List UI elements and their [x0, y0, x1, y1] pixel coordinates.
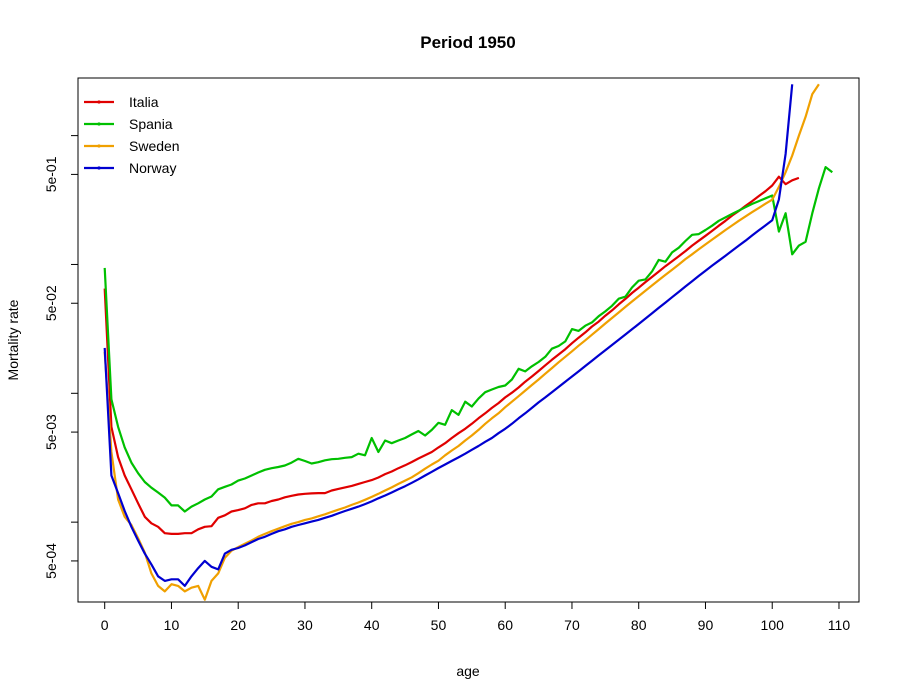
- x-tick-label: 90: [698, 617, 714, 633]
- x-tick-label: 80: [631, 617, 647, 633]
- x-axis-label: age: [456, 663, 480, 679]
- series-line-italia: [103, 175, 800, 535]
- x-tick-label: 110: [828, 617, 851, 633]
- legend-label-norway: Norway: [129, 160, 176, 176]
- legend-marker-spania: [97, 122, 101, 126]
- series-line-spania: [103, 166, 833, 513]
- x-tick-label: 20: [230, 617, 246, 633]
- x-tick-label: 10: [164, 617, 180, 633]
- x-tick-label: 30: [297, 617, 313, 633]
- x-axis: 0 10 20 30 40 50 60 70 80 90 100 110: [101, 601, 851, 633]
- y-axis: 5e-04 5e-03 5e-02 5e-01: [43, 135, 79, 579]
- x-tick-label: 0: [101, 617, 109, 633]
- legend: Italia Spania Sweden Norway: [84, 94, 180, 176]
- plot-frame: [77, 77, 860, 603]
- series-line-norway: [103, 84, 794, 587]
- series-layer: [103, 83, 833, 601]
- legend-marker-norway: [97, 166, 101, 170]
- y-tick-label: 5e-01: [43, 156, 59, 192]
- chart-title: Period 1950: [420, 33, 515, 52]
- x-tick-label: 70: [564, 617, 580, 633]
- legend-label-italia: Italia: [129, 94, 159, 110]
- y-axis-label: Mortality rate: [5, 299, 21, 380]
- legend-marker-italia: [97, 100, 101, 104]
- x-tick-label: 50: [431, 617, 447, 633]
- x-tick-label: 40: [364, 617, 380, 633]
- legend-label-sweden: Sweden: [129, 138, 180, 154]
- legend-marker-sweden: [97, 144, 101, 148]
- y-tick-label: 5e-04: [43, 543, 59, 579]
- y-tick-label: 5e-03: [43, 414, 59, 450]
- series-line-sweden: [103, 83, 820, 601]
- y-tick-label: 5e-02: [43, 285, 59, 321]
- legend-label-spania: Spania: [129, 116, 173, 132]
- x-tick-label: 60: [497, 617, 513, 633]
- x-tick-label: 100: [761, 617, 785, 633]
